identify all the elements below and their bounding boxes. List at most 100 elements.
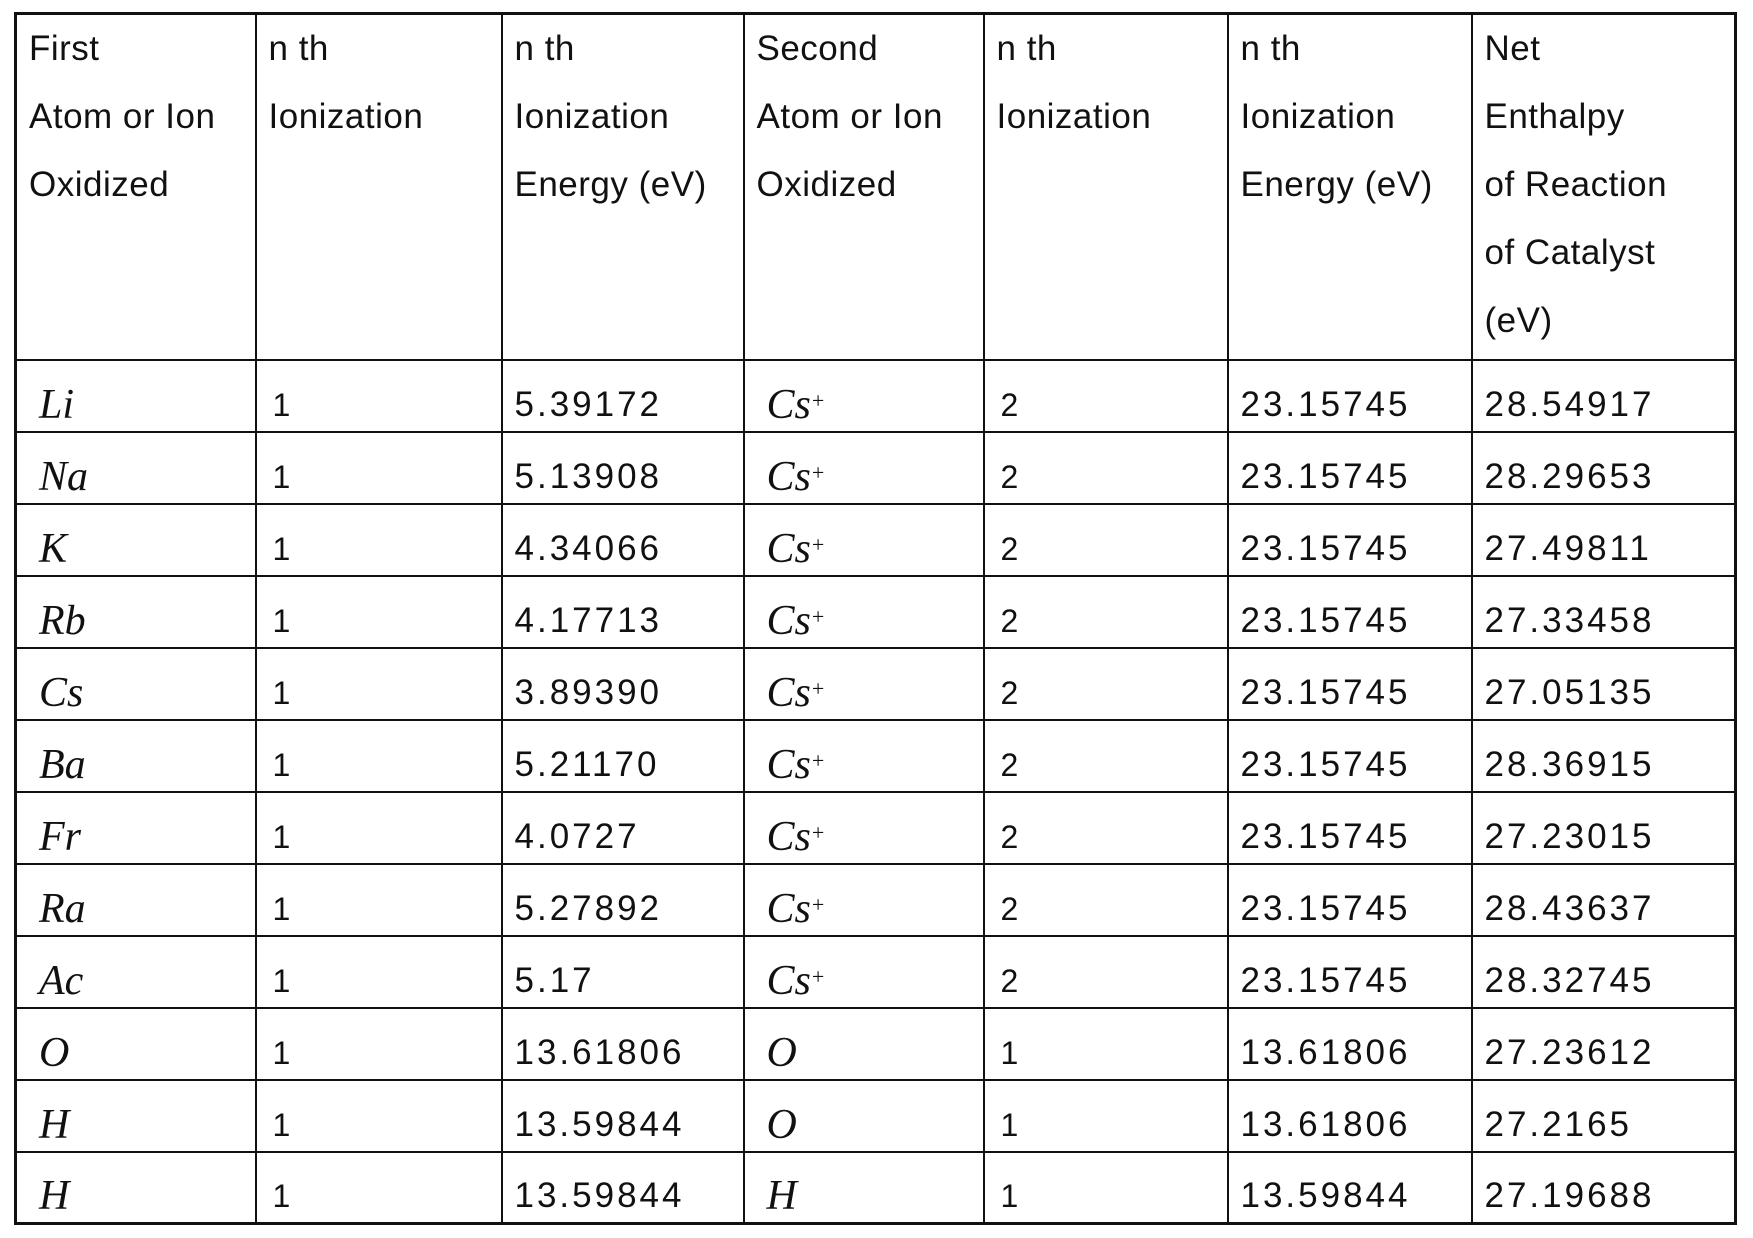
- first-ionization-order-cell: 1: [254, 790, 503, 865]
- first-ionization-energy-cell: 4.0727: [500, 790, 745, 865]
- first-ionization-order-cell: 1: [254, 1006, 503, 1081]
- net-enthalpy-cell: 28.54917: [1470, 358, 1737, 433]
- first-atom-symbol: Fr: [39, 813, 81, 860]
- header-line: Ionization: [268, 97, 424, 136]
- second-atom-charge: +: [811, 387, 825, 413]
- second-atom-cell: Cs+: [742, 430, 985, 505]
- second-atom-cell: Cs+: [742, 358, 985, 433]
- first-ionization-order-cell: 1: [254, 646, 503, 721]
- header-row: First Atom or Ion Oxidized n th Ionization n …: [14, 12, 1737, 361]
- second-atom-symbol: Cs: [766, 453, 811, 500]
- first-ionization-energy-cell: 4.34066: [500, 502, 745, 577]
- first-ionization-energy-cell: 5.21170: [500, 718, 745, 793]
- first-atom-cell: O: [14, 1006, 257, 1081]
- header-line: Enthalpy: [1484, 97, 1625, 136]
- first-ionization-order-cell: 1: [254, 862, 503, 937]
- second-ionization-energy-cell: 23.15745: [1226, 358, 1473, 433]
- second-ionization-order-cell: 2: [982, 646, 1229, 721]
- second-ionization-energy-cell: 13.59844: [1226, 1150, 1473, 1225]
- table-row: Fr 1 4.0727 Cs+ 2 23.15745 27.23015: [14, 790, 1737, 865]
- second-atom-cell: Cs+: [742, 862, 985, 937]
- first-atom-symbol: Na: [39, 453, 89, 500]
- second-ionization-energy-cell: 23.15745: [1226, 934, 1473, 1009]
- second-ionization-energy-cell: 23.15745: [1226, 790, 1473, 865]
- second-atom-charge: +: [811, 747, 825, 773]
- second-ionization-order-cell: 2: [982, 718, 1229, 793]
- table-row: Ac 1 5.17 Cs+ 2 23.15745 28.32745: [14, 934, 1737, 1009]
- second-atom-cell: O: [742, 1006, 985, 1081]
- first-atom-cell: Na: [14, 430, 257, 505]
- second-atom-charge: +: [811, 963, 825, 989]
- first-ionization-order-cell: 1: [254, 934, 503, 1009]
- second-ionization-energy-cell: 23.15745: [1226, 862, 1473, 937]
- header-line: (eV): [1484, 301, 1553, 340]
- second-atom-charge: +: [811, 459, 825, 485]
- second-ionization-energy-cell: 23.15745: [1226, 718, 1473, 793]
- header-second-ionization-energy: n th Ionization Energy (eV): [1226, 12, 1473, 361]
- header-line: Net: [1484, 29, 1541, 68]
- net-enthalpy-cell: 27.33458: [1470, 574, 1737, 649]
- second-atom-symbol: H: [766, 1173, 797, 1219]
- first-ionization-order-cell: 1: [254, 502, 503, 577]
- table-row: Rb 1 4.17713 Cs+ 2 23.15745 27.33458: [14, 574, 1737, 649]
- second-ionization-order-cell: 2: [982, 574, 1229, 649]
- net-enthalpy-cell: 28.32745: [1470, 934, 1737, 1009]
- second-atom-symbol: O: [766, 1029, 797, 1076]
- first-ionization-order-cell: 1: [254, 358, 503, 433]
- second-ionization-order-cell: 1: [982, 1006, 1229, 1081]
- header-line: of Reaction: [1484, 165, 1668, 204]
- first-atom-symbol: Ba: [39, 741, 86, 788]
- second-atom-cell: Cs+: [742, 934, 985, 1009]
- header-line: Atom or Ion: [756, 97, 943, 136]
- header-line: n th: [514, 29, 575, 68]
- second-atom-charge: +: [811, 891, 825, 917]
- first-ionization-energy-cell: 5.27892: [500, 862, 745, 937]
- second-ionization-order-cell: 2: [982, 430, 1229, 505]
- second-atom-cell: H: [742, 1150, 985, 1225]
- net-enthalpy-cell: 28.43637: [1470, 862, 1737, 937]
- table-row: H 1 13.59844 O 1 13.61806 27.2165: [14, 1078, 1737, 1153]
- second-atom-symbol: Cs: [766, 813, 811, 860]
- header-first-atom: First Atom or Ion Oxidized: [14, 12, 257, 361]
- ionization-table: First Atom or Ion Oxidized n th Ionization n …: [14, 12, 1737, 1225]
- header-line: Ionization: [514, 97, 670, 136]
- second-atom-charge: +: [811, 819, 825, 845]
- first-atom-symbol: Rb: [39, 597, 86, 644]
- first-atom-cell: K: [14, 502, 257, 577]
- table-row: O 1 13.61806 O 1 13.61806 27.23612: [14, 1006, 1737, 1081]
- header-line: Energy (eV): [514, 165, 707, 204]
- first-ionization-order-cell: 1: [254, 718, 503, 793]
- header-line: Oxidized: [29, 165, 170, 204]
- second-atom-symbol: Cs: [766, 957, 811, 1004]
- first-atom-symbol: H: [39, 1101, 70, 1148]
- second-atom-charge: +: [811, 531, 825, 557]
- second-ionization-energy-cell: 13.61806: [1226, 1078, 1473, 1153]
- second-atom-charge: +: [811, 675, 825, 701]
- first-ionization-energy-cell: 5.39172: [500, 358, 745, 433]
- first-ionization-energy-cell: 3.89390: [500, 646, 745, 721]
- first-atom-cell: Ba: [14, 718, 257, 793]
- second-atom-symbol: O: [766, 1101, 797, 1148]
- header-line: of Catalyst: [1484, 233, 1656, 272]
- second-ionization-order-cell: 1: [982, 1078, 1229, 1153]
- first-atom-cell: Fr: [14, 790, 257, 865]
- net-enthalpy-cell: 27.23612: [1470, 1006, 1737, 1081]
- second-ionization-order-cell: 2: [982, 790, 1229, 865]
- first-atom-cell: Rb: [14, 574, 257, 649]
- header-net-enthalpy: Net Enthalpy of Reaction of Catalyst (eV): [1470, 12, 1737, 361]
- header-line: Second: [756, 29, 879, 68]
- first-atom-symbol: Cs: [39, 669, 84, 716]
- second-ionization-energy-cell: 23.15745: [1226, 430, 1473, 505]
- header-line: First: [29, 29, 100, 68]
- first-ionization-order-cell: 1: [254, 1150, 503, 1225]
- first-atom-cell: Ra: [14, 862, 257, 937]
- second-atom-cell: Cs+: [742, 502, 985, 577]
- header-line: Atom or Ion: [29, 97, 216, 136]
- table-row: Ba 1 5.21170 Cs+ 2 23.15745 28.36915: [14, 718, 1737, 793]
- second-ionization-energy-cell: 23.15745: [1226, 646, 1473, 721]
- header-line: n th: [1240, 29, 1301, 68]
- header-line: Ionization: [996, 97, 1152, 136]
- second-atom-cell: Cs+: [742, 574, 985, 649]
- table-row: K 1 4.34066 Cs+ 2 23.15745 27.49811: [14, 502, 1737, 577]
- second-ionization-order-cell: 2: [982, 862, 1229, 937]
